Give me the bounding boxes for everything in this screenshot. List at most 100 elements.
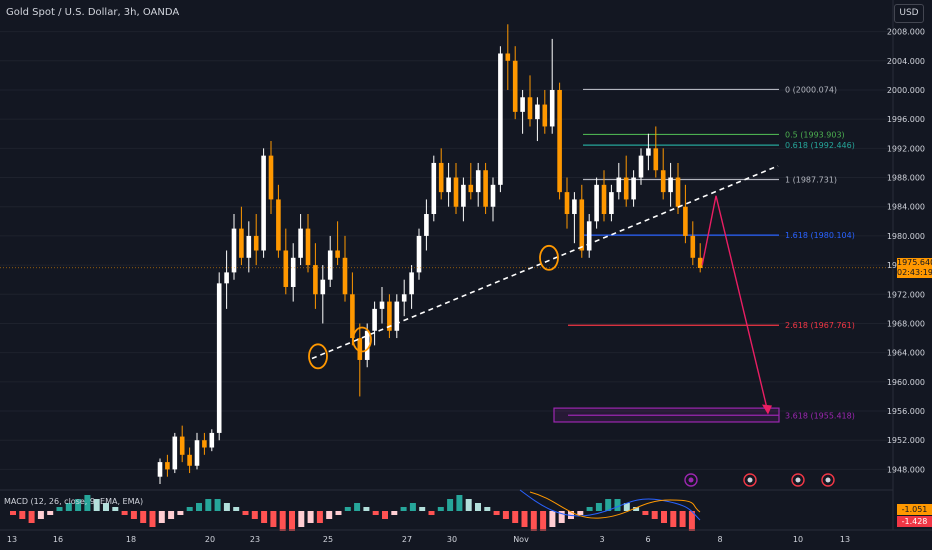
macd-histogram-bar (391, 511, 398, 515)
candle-body (453, 177, 459, 207)
macd-histogram-bar (502, 511, 509, 519)
y-tick-label: 1980.000 (887, 232, 925, 241)
fib-label-2.618: 2.618 (1967.761) (785, 321, 855, 330)
projection-arrowhead (762, 404, 772, 415)
candle-body (261, 155, 266, 251)
candle-body (416, 235, 422, 273)
macd-histogram-bar (316, 511, 323, 523)
x-tick-label: 25 (323, 535, 333, 544)
currency-button[interactable]: USD (894, 4, 924, 23)
macd-histogram-bar (326, 511, 333, 519)
candle-body (290, 257, 296, 287)
macd-histogram-bar (633, 507, 640, 511)
candle-body (320, 279, 326, 295)
y-tick-label: 1956.000 (887, 407, 925, 416)
y-tick-label: 1960.000 (887, 378, 925, 387)
x-tick-label: 8 (717, 535, 722, 544)
macd-histogram-bar (623, 503, 630, 511)
candle-body (557, 89, 562, 193)
macd-histogram-bar (475, 503, 481, 511)
macd-histogram-bar (661, 511, 667, 523)
candle-body (468, 184, 474, 193)
macd-histogram-bar (651, 511, 658, 519)
macd-histogram-bar (605, 499, 612, 511)
y-tick-label: 1964.000 (887, 349, 925, 358)
candle-body (187, 454, 192, 466)
candle-body (483, 170, 488, 207)
macd-histogram-bar (586, 507, 593, 511)
x-tick-label: 23 (250, 535, 260, 544)
macd-histogram-bar (103, 503, 109, 511)
macd-histogram-bar (242, 511, 249, 515)
candle-body (342, 257, 348, 295)
candle-body (572, 199, 577, 215)
candle-body (394, 301, 400, 331)
candle-body (283, 250, 289, 287)
macd-histogram-bar (10, 511, 16, 515)
candle-body (475, 170, 481, 193)
candle-body (253, 235, 259, 251)
macd-histogram-bar (549, 511, 556, 527)
macd-histogram-bar (614, 499, 621, 511)
candle-body (179, 436, 185, 455)
macd-histogram-bar (530, 511, 537, 531)
candle-body (697, 257, 703, 269)
candle-body (653, 148, 659, 171)
y-tick-label: 1972.000 (887, 290, 925, 299)
candle-body (490, 184, 496, 207)
candlesticks (157, 24, 703, 484)
grid (0, 31, 893, 470)
candle-body (638, 155, 644, 178)
event-icon-center (795, 477, 801, 483)
x-tick-label: Nov (513, 535, 529, 544)
candle-body (564, 192, 570, 215)
candle-body (498, 53, 503, 185)
macd-histogram-bar (344, 507, 351, 511)
macd-histogram-bar (679, 511, 686, 527)
macd-histogram-bar (372, 511, 379, 515)
candle-body (409, 272, 414, 295)
candle-body (194, 440, 200, 466)
candle-body (683, 206, 688, 236)
candle-body (216, 283, 222, 433)
macd-value-tag: -1.051 (897, 504, 932, 515)
fib-label-0.5: 0.5 (1993.903) (785, 130, 845, 139)
candle-body (364, 330, 370, 360)
candle-body (512, 60, 518, 112)
fib-label-3.618: 3.618 (1955.418) (785, 411, 855, 420)
macd-pane (0, 489, 932, 531)
macd-histogram-bar (121, 511, 128, 515)
macd-histogram-bar (112, 507, 119, 511)
macd-histogram-bar (484, 507, 491, 511)
x-tick-label: 27 (402, 535, 412, 544)
candle-body (305, 228, 311, 266)
candle-body (690, 235, 696, 258)
macd-histogram-bar (84, 495, 91, 511)
candle-body (446, 177, 451, 193)
candle-body (298, 228, 303, 258)
candle-body (209, 432, 215, 448)
candle-body (616, 177, 622, 193)
macd-histogram-bar (382, 511, 388, 519)
macd-histogram-bar (437, 507, 444, 511)
candle-body (401, 294, 407, 302)
macd-histogram-bar (493, 511, 500, 515)
fib-label-1.618: 1.618 (1980.104) (785, 231, 855, 240)
macd-histogram-bar (363, 507, 370, 511)
x-tick-label: 16 (53, 535, 63, 544)
macd-histogram-bar (540, 511, 547, 531)
chart-title: Gold Spot / U.S. Dollar, 3h, OANDA (6, 7, 180, 18)
macd-histogram-bar (558, 511, 565, 523)
x-tick-label: 10 (793, 535, 803, 544)
candle-body (387, 301, 392, 331)
candle-body (372, 308, 377, 331)
x-tick-label: 13 (840, 535, 850, 544)
macd-histogram-bar (428, 511, 435, 515)
macd-histogram-bar (642, 511, 649, 515)
macd-histogram-bar (177, 511, 184, 515)
candle-body (527, 97, 533, 120)
macd-histogram-bar (577, 511, 584, 515)
candle-body (231, 228, 237, 273)
candle-body (609, 192, 614, 215)
